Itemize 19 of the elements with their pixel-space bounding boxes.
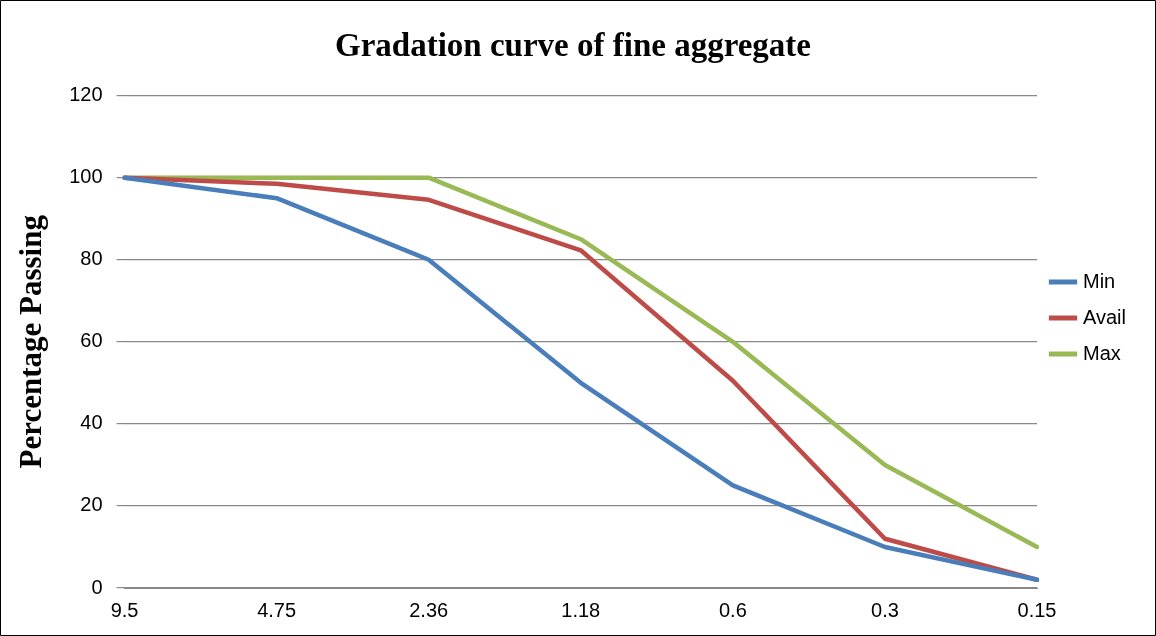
x-tick-label: 4.75 <box>257 598 297 621</box>
chart-title: Gradation curve of fine aggregate <box>335 27 811 64</box>
legend-label: Avail <box>1083 305 1127 328</box>
legend-label: Max <box>1083 341 1121 364</box>
x-tick-label: 1.18 <box>561 598 601 621</box>
y-tick-label: 120 <box>69 83 103 106</box>
y-tick-label: 80 <box>80 247 103 270</box>
y-tick-label: 0 <box>91 575 103 598</box>
legend-label: Min <box>1083 269 1116 292</box>
x-tick-label: 9.5 <box>110 598 139 621</box>
y-axis-title: Percentage Passing <box>12 214 48 469</box>
y-tick-label: 100 <box>69 165 103 188</box>
y-tick-label: 20 <box>80 493 103 516</box>
y-tick-label: 60 <box>80 329 103 352</box>
x-tick-label: 0.15 <box>1017 598 1057 621</box>
x-tick-label: 0.6 <box>718 598 747 621</box>
x-tick-label: 2.36 <box>409 598 449 621</box>
x-tick-label: 0.3 <box>871 598 899 621</box>
y-tick-label: 40 <box>80 411 103 434</box>
